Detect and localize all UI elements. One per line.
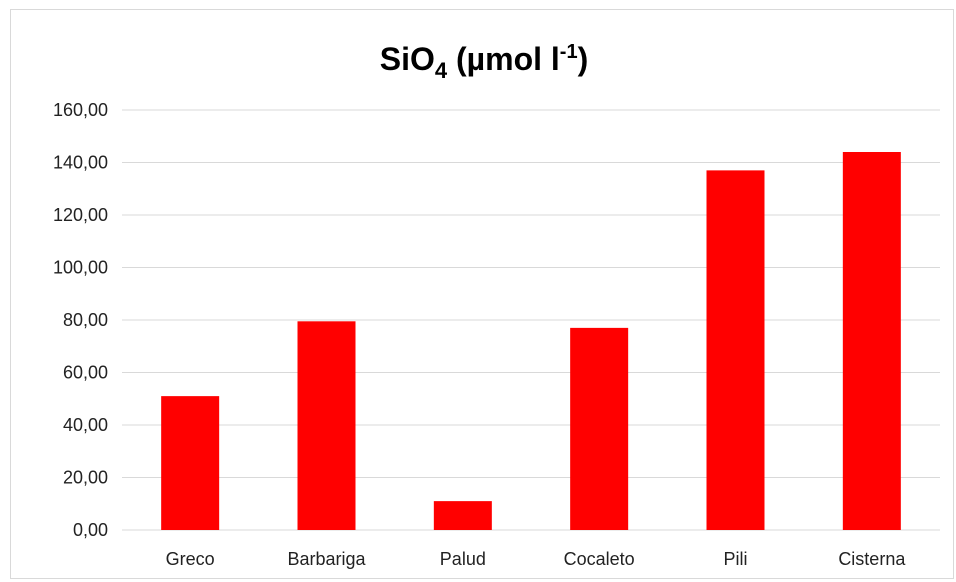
chart-title-unit: (µmol l: [447, 41, 560, 77]
x-tick-label-barbariga: Barbariga: [287, 549, 366, 569]
x-tick-label-cisterna: Cisterna: [838, 549, 906, 569]
chart-title-main: SiO: [380, 41, 435, 77]
x-tick-label-palud: Palud: [440, 549, 486, 569]
y-tick-label: 0,00: [73, 520, 108, 540]
bars: [161, 152, 901, 530]
y-tick-label: 80,00: [63, 310, 108, 330]
y-tick-label: 60,00: [63, 363, 108, 383]
x-tick-label-pili: Pili: [723, 549, 747, 569]
x-tick-label-greco: Greco: [166, 549, 215, 569]
y-tick-label: 160,00: [53, 100, 108, 120]
bar-cisterna: [842, 152, 901, 530]
y-tick-label: 40,00: [63, 415, 108, 435]
y-tick-label: 140,00: [53, 153, 108, 173]
chart-title-superscript: -1: [560, 41, 578, 63]
x-axis-category-labels: Greco Barbariga Palud Cocaleto Pili Cisterna: [166, 549, 907, 569]
y-tick-label: 120,00: [53, 205, 108, 225]
bar-cocaleto: [570, 327, 629, 530]
bar-pili: [706, 170, 765, 530]
x-tick-label-cocaleto: Cocaleto: [564, 549, 635, 569]
y-tick-label: 20,00: [63, 468, 108, 488]
bar-palud: [433, 501, 492, 530]
chart-title-subscript: 4: [435, 58, 448, 83]
y-axis-tick-labels: 0,00 20,00 40,00 60,00 80,00 100,00 120,00 140,…: [53, 100, 108, 540]
chart-title-unit-end: ): [578, 41, 589, 77]
bar-greco: [161, 396, 220, 530]
bar-barbariga: [297, 321, 356, 530]
chart-title: SiO4 (µmol l-1): [380, 41, 588, 83]
y-tick-label: 100,00: [53, 258, 108, 278]
gridlines: [122, 109, 940, 531]
